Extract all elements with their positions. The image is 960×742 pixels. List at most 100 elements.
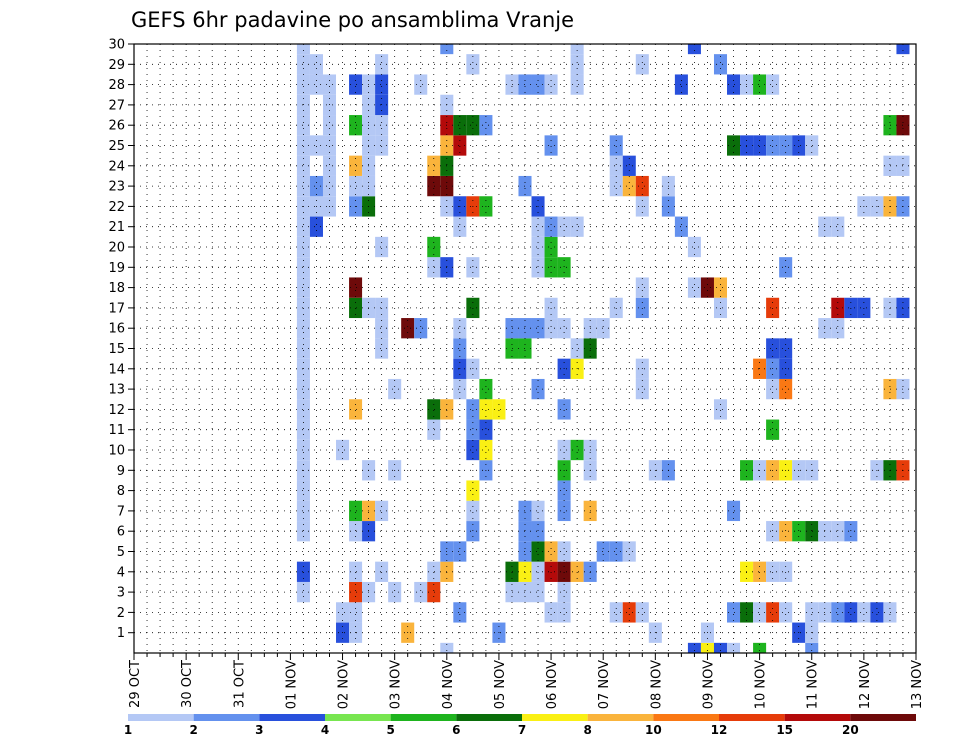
heat-cell bbox=[557, 439, 571, 461]
y-tick-label: 11 bbox=[108, 423, 125, 438]
heat-cell bbox=[296, 155, 310, 176]
heat-cell bbox=[375, 74, 389, 95]
y-tick-label: 25 bbox=[108, 139, 125, 154]
heat-cell bbox=[296, 175, 310, 197]
heat-cell bbox=[505, 318, 519, 339]
heat-cell bbox=[349, 175, 363, 197]
heat-cell bbox=[296, 318, 310, 339]
legend-swatch bbox=[653, 714, 719, 721]
x-tick-label: 10 NOV bbox=[754, 660, 769, 709]
heat-cell bbox=[557, 257, 571, 278]
heat-cell bbox=[375, 338, 389, 359]
heat-cell bbox=[687, 277, 701, 298]
heat-cell bbox=[570, 338, 584, 359]
heat-cell bbox=[453, 216, 467, 237]
heat-cell bbox=[466, 500, 480, 522]
heat-cell bbox=[375, 115, 389, 136]
heat-cell bbox=[296, 500, 310, 522]
heat-cell bbox=[427, 581, 441, 603]
heat-cell bbox=[375, 318, 389, 339]
legend-swatch bbox=[522, 714, 588, 721]
heat-cell bbox=[609, 541, 623, 562]
heat-cell bbox=[322, 155, 337, 176]
heat-cell bbox=[570, 216, 584, 237]
heat-cell bbox=[753, 74, 767, 95]
legend-label: 15 bbox=[776, 723, 793, 737]
heat-cell bbox=[505, 338, 519, 359]
heat-cell bbox=[753, 561, 767, 582]
heat-cell bbox=[753, 642, 767, 653]
heat-cell bbox=[570, 74, 584, 95]
heat-cell bbox=[388, 378, 402, 400]
legend-label: 1 bbox=[124, 723, 132, 737]
heat-cell bbox=[766, 561, 780, 582]
heat-cell bbox=[479, 419, 493, 440]
chart-title: GEFS 6hr padavine po ansamblima Vranje bbox=[131, 8, 574, 32]
y-axis: 1234567891011121314151617181920212223242… bbox=[108, 38, 134, 641]
heat-cell bbox=[322, 135, 337, 156]
heat-cell bbox=[544, 541, 558, 562]
y-tick-label: 9 bbox=[117, 464, 125, 479]
heat-cell bbox=[635, 602, 649, 623]
heat-cell bbox=[531, 521, 545, 542]
heat-cell bbox=[296, 338, 310, 359]
y-tick-label: 15 bbox=[108, 342, 125, 357]
heat-cell bbox=[831, 602, 845, 623]
heat-cell bbox=[531, 500, 545, 522]
heat-cell bbox=[766, 135, 780, 156]
heat-cell bbox=[779, 338, 793, 359]
heat-cell bbox=[388, 581, 402, 603]
y-tick-label: 17 bbox=[108, 301, 125, 316]
heat-cell bbox=[792, 135, 806, 156]
heat-cell bbox=[622, 541, 636, 562]
heat-cell bbox=[336, 439, 350, 461]
heat-cell bbox=[349, 581, 363, 603]
heat-cell bbox=[440, 44, 454, 55]
heat-cell bbox=[466, 257, 480, 278]
heat-cell bbox=[779, 257, 793, 278]
heat-cell bbox=[870, 602, 884, 623]
heat-cell bbox=[296, 216, 310, 237]
heat-cell bbox=[727, 500, 741, 522]
heat-cell bbox=[296, 419, 310, 440]
heat-cell bbox=[427, 399, 441, 420]
heat-cell bbox=[883, 602, 897, 623]
y-tick-label: 3 bbox=[117, 586, 125, 601]
heat-cell bbox=[779, 602, 793, 623]
heat-cell bbox=[309, 216, 323, 237]
heat-cell bbox=[635, 54, 649, 75]
heat-cell bbox=[635, 175, 649, 197]
heat-cell bbox=[427, 155, 441, 176]
heat-cell bbox=[466, 439, 480, 461]
heat-cell bbox=[296, 257, 310, 278]
heat-cell bbox=[414, 318, 428, 339]
y-tick-label: 4 bbox=[117, 565, 125, 580]
heat-cell bbox=[427, 175, 441, 197]
heat-cell bbox=[687, 44, 701, 55]
heat-cell bbox=[557, 561, 571, 582]
y-tick-label: 24 bbox=[108, 159, 125, 174]
x-tick-label: 04 NOV bbox=[441, 660, 456, 709]
heat-cell bbox=[805, 602, 819, 623]
legend-swatch bbox=[456, 714, 522, 721]
y-tick-label: 19 bbox=[108, 261, 125, 276]
legend-label: 7 bbox=[518, 723, 526, 737]
heat-cell bbox=[596, 318, 610, 339]
heat-cell bbox=[349, 500, 363, 522]
heat-cell bbox=[531, 561, 545, 582]
legend-label: 5 bbox=[386, 723, 394, 737]
legend-label: 6 bbox=[452, 723, 460, 737]
heat-cell bbox=[531, 236, 545, 258]
legend-swatch bbox=[850, 714, 916, 721]
y-tick-label: 2 bbox=[117, 606, 125, 621]
heat-cell bbox=[349, 561, 363, 582]
heat-cell bbox=[557, 581, 571, 603]
legend-label: 2 bbox=[189, 723, 197, 737]
heat-cell bbox=[635, 378, 649, 400]
heat-cell bbox=[349, 74, 363, 95]
heat-cell bbox=[570, 44, 584, 55]
y-tick-label: 10 bbox=[108, 444, 125, 459]
y-tick-label: 8 bbox=[117, 484, 125, 499]
y-tick-label: 16 bbox=[108, 322, 125, 337]
